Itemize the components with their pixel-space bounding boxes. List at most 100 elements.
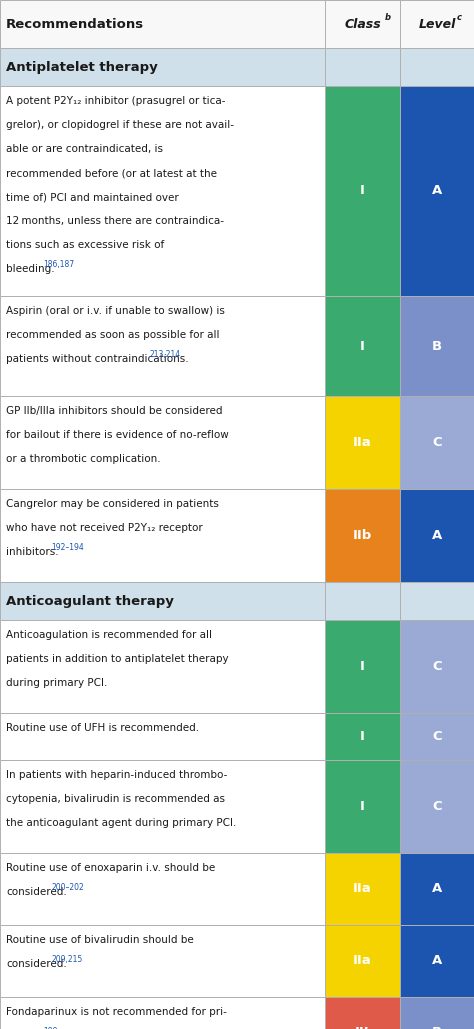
Text: Level: Level [419, 17, 456, 31]
Bar [325, 620, 400, 713]
Bar [400, 296, 474, 396]
Bar [0, 925, 325, 997]
Text: recommended before (or at latest at the: recommended before (or at latest at the [6, 168, 217, 178]
Bar [400, 760, 474, 853]
Text: Routine use of enoxaparin i.v. should be: Routine use of enoxaparin i.v. should be [6, 863, 215, 873]
Text: 192–194: 192–194 [51, 543, 84, 552]
Text: able or are contraindicated, is: able or are contraindicated, is [6, 144, 163, 154]
Bar [325, 396, 400, 489]
Bar [325, 296, 400, 396]
Text: I: I [360, 660, 365, 673]
Bar [325, 997, 400, 1029]
Bar [0, 396, 325, 489]
Text: considered.: considered. [6, 959, 67, 969]
Bar [325, 925, 400, 997]
Bar [325, 713, 400, 760]
Text: IIa: IIa [353, 955, 372, 967]
Text: 186,187: 186,187 [43, 260, 74, 269]
Bar [0, 997, 325, 1029]
Bar [0, 713, 325, 760]
Bar [325, 48, 400, 86]
Text: Anticoagulant therapy: Anticoagulant therapy [6, 595, 174, 607]
Text: 199: 199 [43, 1027, 57, 1029]
Text: recommended as soon as possible for all: recommended as soon as possible for all [6, 330, 219, 340]
Bar [400, 620, 474, 713]
Text: C: C [432, 730, 442, 743]
Bar [325, 0, 400, 48]
Bar [0, 760, 325, 853]
Bar [0, 86, 325, 296]
Bar [400, 48, 474, 86]
Text: patients without contraindications.: patients without contraindications. [6, 354, 189, 364]
Text: Routine use of UFH is recommended.: Routine use of UFH is recommended. [6, 723, 199, 733]
Text: tions such as excessive risk of: tions such as excessive risk of [6, 240, 164, 250]
Text: Cangrelor may be considered in patients: Cangrelor may be considered in patients [6, 499, 219, 509]
Bar [325, 489, 400, 582]
Bar [400, 713, 474, 760]
Text: cytopenia, bivalirudin is recommended as: cytopenia, bivalirudin is recommended as [6, 794, 225, 804]
Text: B: B [432, 340, 442, 353]
Text: A: A [432, 883, 442, 895]
Text: b: b [384, 13, 391, 23]
Text: C: C [432, 436, 442, 449]
Text: Antiplatelet therapy: Antiplatelet therapy [6, 61, 158, 73]
Text: c: c [457, 13, 462, 23]
Bar [0, 48, 474, 86]
Text: Recommendations: Recommendations [6, 17, 144, 31]
Text: C: C [432, 660, 442, 673]
Text: Routine use of bivalirudin should be: Routine use of bivalirudin should be [6, 935, 194, 945]
Text: the anticoagulant agent during primary PCI.: the anticoagulant agent during primary P… [6, 818, 237, 828]
Text: 209,215: 209,215 [51, 955, 82, 964]
Text: 213,214: 213,214 [149, 350, 181, 359]
Text: I: I [360, 730, 365, 743]
Bar [400, 997, 474, 1029]
Text: A: A [432, 529, 442, 542]
Text: B: B [432, 1026, 442, 1029]
Bar [325, 86, 400, 296]
Text: for bailout if there is evidence of no-reflow: for bailout if there is evidence of no-r… [6, 430, 229, 440]
Bar [0, 0, 474, 48]
Text: bleeding.: bleeding. [6, 264, 55, 274]
Bar [0, 489, 325, 582]
Text: C: C [432, 800, 442, 813]
Bar [0, 620, 325, 713]
Text: IIa: IIa [353, 436, 372, 449]
Bar [0, 296, 325, 396]
Bar [400, 86, 474, 296]
Text: 12 months, unless there are contraindica-: 12 months, unless there are contraindica… [6, 216, 224, 226]
Text: Aspirin (oral or i.v. if unable to swallow) is: Aspirin (oral or i.v. if unable to swall… [6, 306, 225, 316]
Text: 200–202: 200–202 [51, 883, 84, 892]
Bar [400, 582, 474, 620]
Text: or a thrombotic complication.: or a thrombotic complication. [6, 454, 161, 464]
Bar [400, 489, 474, 582]
Bar [400, 0, 474, 48]
Bar [400, 396, 474, 489]
Text: during primary PCI.: during primary PCI. [6, 678, 108, 688]
Bar [0, 582, 474, 620]
Bar [325, 853, 400, 925]
Text: Fondaparinux is not recommended for pri-: Fondaparinux is not recommended for pri- [6, 1007, 227, 1017]
Text: patients in addition to antiplatelet therapy: patients in addition to antiplatelet the… [6, 654, 228, 664]
Text: A: A [432, 184, 442, 198]
Text: considered.: considered. [6, 887, 67, 897]
Bar [400, 925, 474, 997]
Text: A potent P2Y₁₂ inhibitor (prasugrel or tica-: A potent P2Y₁₂ inhibitor (prasugrel or t… [6, 96, 226, 106]
Text: III: III [355, 1026, 370, 1029]
Text: A: A [432, 955, 442, 967]
Text: IIa: IIa [353, 883, 372, 895]
Text: I: I [360, 800, 365, 813]
Text: I: I [360, 340, 365, 353]
Bar [325, 760, 400, 853]
Bar [0, 853, 325, 925]
Text: GP IIb/IIIa inhibitors should be considered: GP IIb/IIIa inhibitors should be conside… [6, 406, 222, 416]
Text: who have not received P2Y₁₂ receptor: who have not received P2Y₁₂ receptor [6, 523, 203, 533]
Text: In patients with heparin-induced thrombo-: In patients with heparin-induced thrombo… [6, 770, 228, 780]
Text: grelor), or clopidogrel if these are not avail-: grelor), or clopidogrel if these are not… [6, 120, 234, 130]
Text: Class: Class [344, 17, 381, 31]
Text: IIb: IIb [353, 529, 372, 542]
Text: I: I [360, 184, 365, 198]
Text: time of) PCI and maintained over: time of) PCI and maintained over [6, 192, 179, 202]
Text: Anticoagulation is recommended for all: Anticoagulation is recommended for all [6, 630, 212, 640]
Text: inhibitors.: inhibitors. [6, 547, 59, 557]
Bar [400, 853, 474, 925]
